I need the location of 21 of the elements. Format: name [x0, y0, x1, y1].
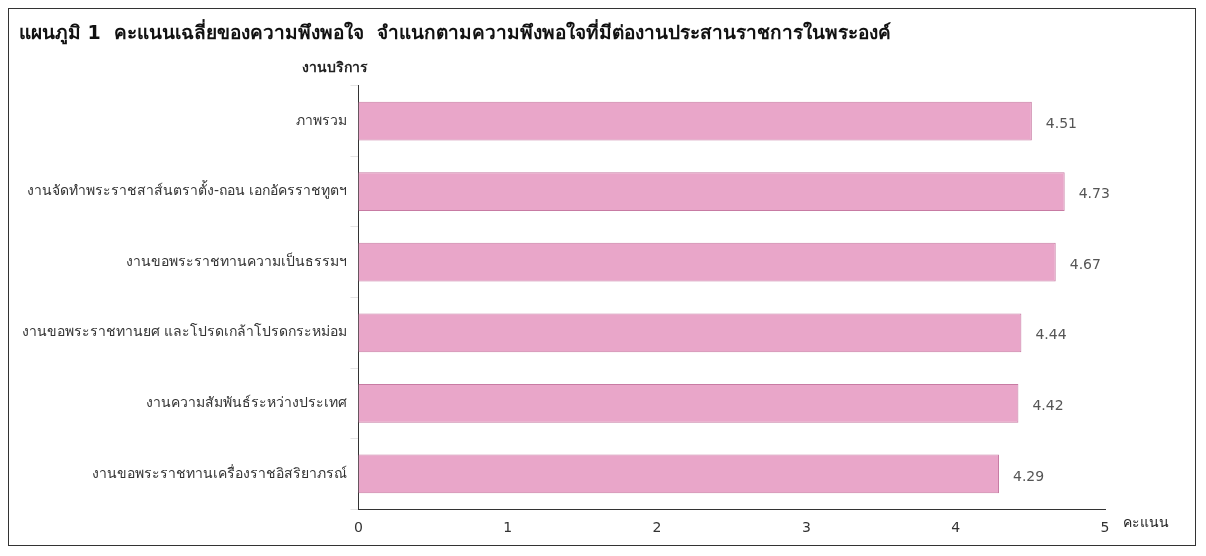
x-axis-title: คะแนน: [1123, 513, 1169, 530]
x-tick-label: 3: [801, 519, 811, 536]
x-tick-label: 0: [353, 519, 363, 536]
data-label: 4.67: [1069, 255, 1101, 272]
y-tick-label: งานความสัมพันธ์ระหว่างประเทศ: [146, 393, 348, 410]
x-tick-label: 5: [1100, 519, 1110, 536]
data-label: 4.51: [1045, 114, 1078, 131]
y-tick-label: งานขอพระราชทานยศ และโปรดเกล้าโปรดกระหม่อม: [22, 323, 348, 340]
x-tick-label: 4: [951, 519, 961, 536]
data-label: 4.73: [1078, 185, 1110, 202]
x-tick-label: 2: [652, 519, 662, 536]
y-tick-label: งานจัดทำพระราชสาส์นตราตั้ง-ถอน เอกอัครราชทูตฯ: [26, 180, 348, 200]
data-label: 4.29: [1012, 467, 1045, 484]
x-tick-label: 1: [503, 519, 513, 536]
y-tick-label: ภาพรวม: [296, 111, 348, 128]
y-tick-label: งานขอพระราชทานความเป็นธรรมฯ: [126, 251, 348, 269]
y-axis-title: งานบริการ: [302, 59, 369, 76]
data-label: 4.44: [1035, 326, 1067, 343]
y-tick-label: งานขอพระราชทานเครื่องราชอิสริยาภรณ์: [92, 463, 348, 481]
chart-title: แผนภูมิ 1 คะแนนเฉลี่ยของความพึงพอใจ จำแนกตามความพึงพอใจที่มีต่องานประสานราชการในพระองค์: [19, 19, 892, 46]
data-label: 4.42: [1032, 396, 1064, 413]
